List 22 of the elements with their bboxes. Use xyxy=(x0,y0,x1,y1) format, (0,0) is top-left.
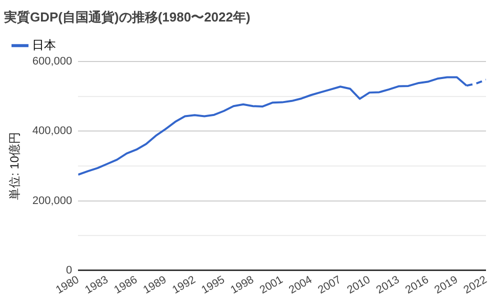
x-tick-label: 1992 xyxy=(170,274,198,297)
x-tick-label: 2016 xyxy=(404,274,431,297)
x-tick-label: 1986 xyxy=(112,274,140,297)
x-tick-label: 2007 xyxy=(316,274,344,297)
y-tick-label: 600,000 xyxy=(32,56,72,68)
x-tick-label: 1995 xyxy=(200,274,227,297)
x-tick-label: 1998 xyxy=(228,274,256,297)
x-tick-label: 2013 xyxy=(374,274,402,297)
x-tick-label: 2022 xyxy=(462,274,490,297)
legend-label: 日本 xyxy=(32,38,56,52)
y-axis-title: 単位: 10億円 xyxy=(8,132,22,200)
chart-title: 実質GDP(自国通貨)の推移(1980〜2022年) xyxy=(3,9,250,24)
x-tick-label: 2004 xyxy=(287,274,314,297)
x-tick-label: 1980 xyxy=(54,274,82,297)
x-tick-label: 1989 xyxy=(141,274,169,297)
x-tick-label: 2019 xyxy=(432,274,460,297)
x-tick-label: 2010 xyxy=(345,274,372,297)
x-tick-label: 1983 xyxy=(83,274,110,297)
x-tick-label: 2001 xyxy=(258,274,286,297)
y-tick-label: 0 xyxy=(66,264,72,276)
y-tick-label: 400,000 xyxy=(32,125,72,138)
y-tick-label: 200,000 xyxy=(32,194,72,207)
